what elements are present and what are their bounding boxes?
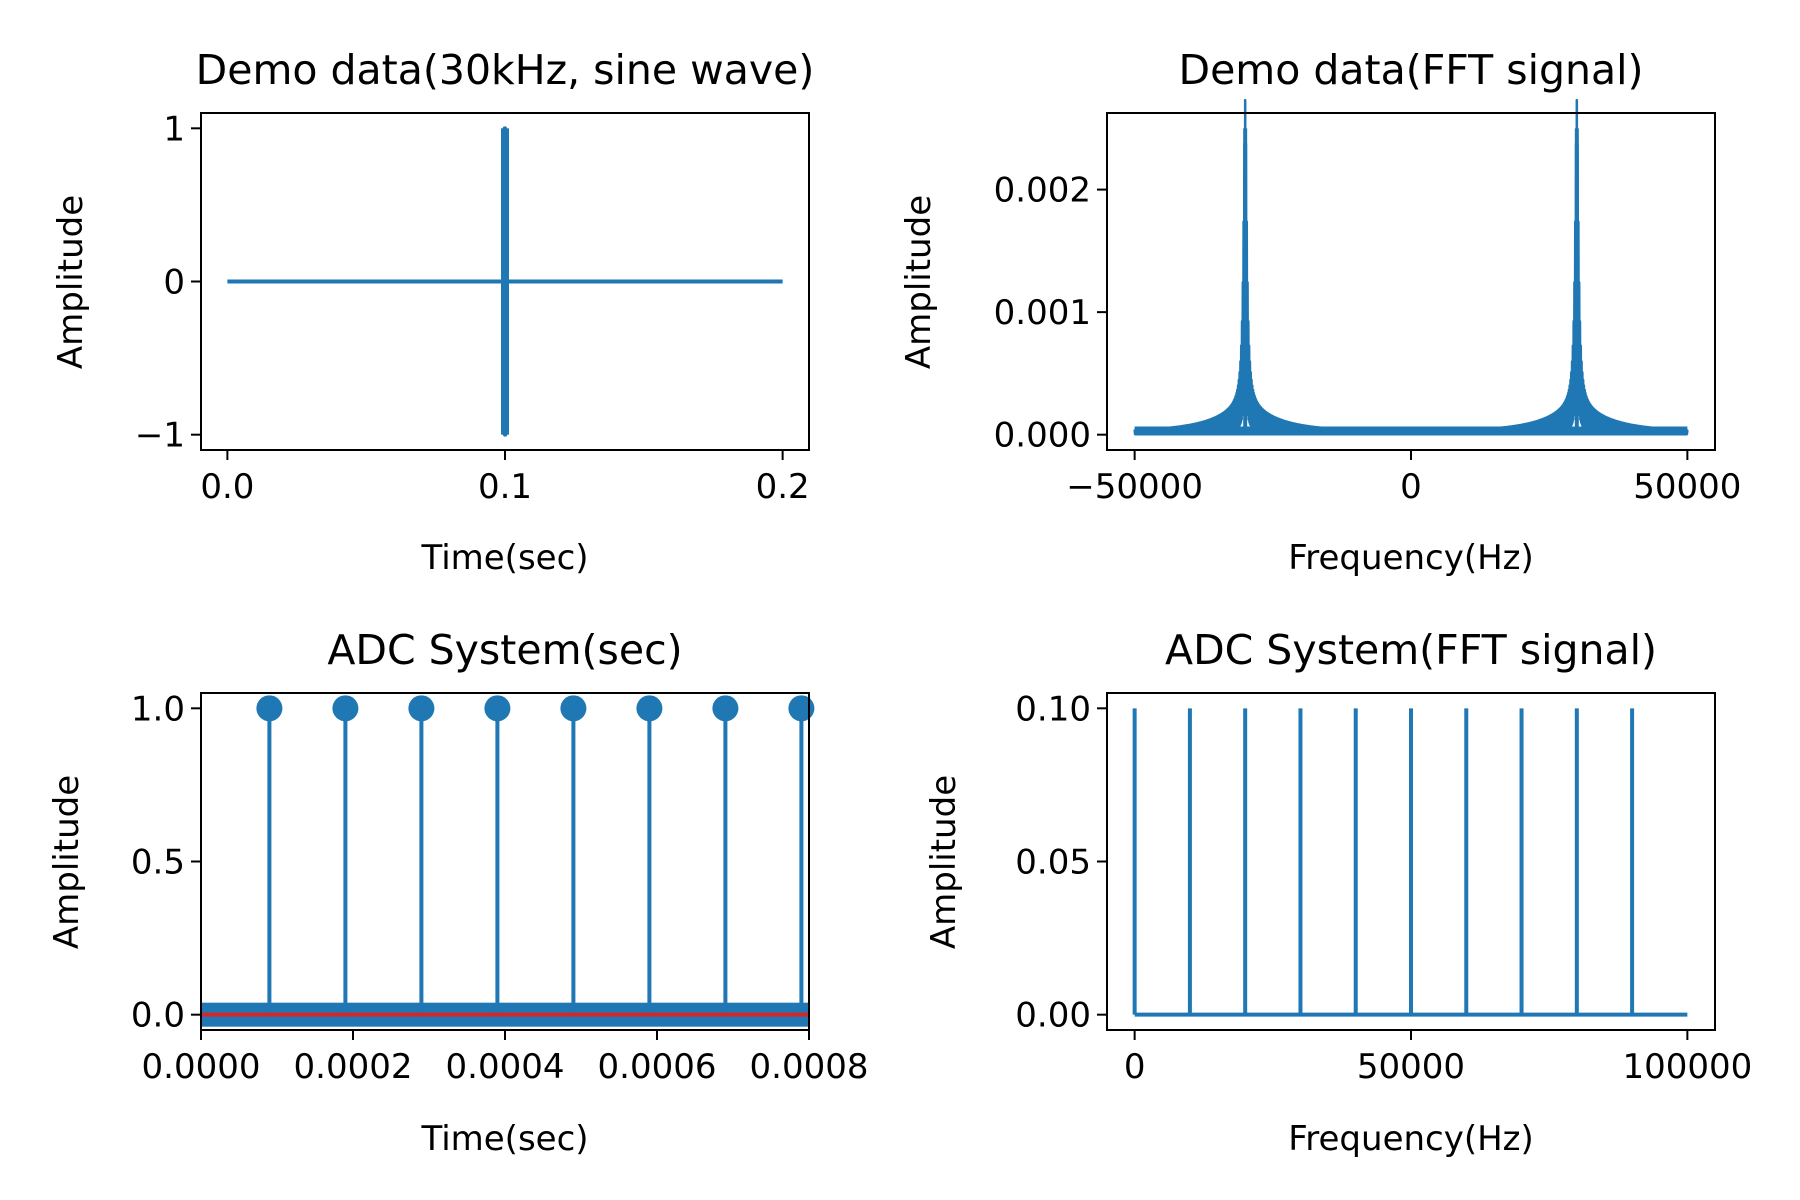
y-tick-label: 0.0 <box>131 996 185 1036</box>
x-tick-label: 0.2 <box>756 467 810 507</box>
stem-marker <box>712 695 739 722</box>
x-tick-label: 0.0 <box>200 467 254 507</box>
x-ticks: 0 50000 100000 <box>1124 1030 1752 1087</box>
y-ticks: 0.0 0.5 1.0 <box>131 689 201 1036</box>
y-ticks: 0.000 0.001 0.002 <box>994 171 1107 456</box>
y-tick-label: 0.5 <box>131 843 185 883</box>
y-tick-label: 0.001 <box>994 293 1091 333</box>
panel-demo-time: Demo data(30kHz, sine wave) 0.0 0.1 0.2 −1… <box>51 46 814 578</box>
chart-title: ADC System(sec) <box>327 626 682 674</box>
stem-marker <box>484 695 511 722</box>
x-axis-label: Time(sec) <box>420 1119 588 1159</box>
x-tick-label: 100000 <box>1622 1047 1752 1087</box>
panel-adc-fft: ADC System(FFT signal) 0 50000 100000 0.00… <box>924 626 1752 1159</box>
x-tick-label: 0.0004 <box>446 1047 565 1087</box>
x-tick-label: 50000 <box>1633 467 1741 507</box>
x-tick-label: 0.0008 <box>750 1047 869 1087</box>
x-ticks: 0.0 0.1 0.2 <box>200 450 810 507</box>
y-tick-label: 1.0 <box>131 689 185 729</box>
y-tick-label: 0.10 <box>1015 689 1091 729</box>
y-tick-label: 0.00 <box>1015 996 1091 1036</box>
plot-area <box>1133 98 1689 436</box>
x-tick-label: 0 <box>1124 1047 1146 1087</box>
y-axis-label: Amplitude <box>47 775 87 949</box>
stem-marker <box>560 695 587 722</box>
x-axis-label: Frequency(Hz) <box>1288 538 1534 578</box>
x-tick-label: 0.0006 <box>598 1047 717 1087</box>
plot-area <box>1132 708 1688 1017</box>
x-tick-label: 0 <box>1400 467 1422 507</box>
plot-area <box>201 695 815 1027</box>
chart-title: Demo data(FFT signal) <box>1179 46 1644 94</box>
y-tick-label: 1 <box>163 109 185 149</box>
signal-burst <box>501 128 509 435</box>
panel-demo-fft: Demo data(FFT signal) −50000 0 50000 0.000… <box>899 46 1741 578</box>
y-tick-label: 0.000 <box>994 416 1091 456</box>
y-ticks: −1 0 1 <box>135 109 201 456</box>
x-tick-label: 50000 <box>1357 1047 1465 1087</box>
y-ticks: 0.00 0.05 0.10 <box>1015 689 1107 1036</box>
x-axis-label: Time(sec) <box>420 538 588 578</box>
stem-marker <box>636 695 663 722</box>
x-tick-label: 0.0000 <box>142 1047 261 1087</box>
y-tick-label: 0.05 <box>1015 843 1091 883</box>
x-tick-label: 0.1 <box>478 467 532 507</box>
y-axis-label: Amplitude <box>51 195 91 369</box>
stem-marker <box>408 695 435 722</box>
stem-marker <box>256 695 283 722</box>
x-ticks: −50000 0 50000 <box>1066 450 1741 507</box>
stem-marker <box>788 695 815 722</box>
x-axis-label: Frequency(Hz) <box>1288 1119 1534 1159</box>
y-tick-label: 0 <box>163 263 185 303</box>
x-tick-label: −50000 <box>1066 467 1203 507</box>
y-tick-label: 0.002 <box>994 171 1091 211</box>
y-axis-label: Amplitude <box>899 195 939 369</box>
chart-title: ADC System(FFT signal) <box>1165 626 1657 674</box>
stem-marker <box>332 695 359 722</box>
y-tick-label: −1 <box>135 416 185 456</box>
plot-area <box>227 126 783 437</box>
x-ticks: 0.0000 0.0002 0.0004 0.0006 0.0008 <box>142 1030 869 1087</box>
panel-adc-time: ADC System(sec) 0.0000 0.0002 0.0004 0.0006… <box>47 626 868 1159</box>
chart-title: Demo data(30kHz, sine wave) <box>196 46 815 94</box>
x-tick-label: 0.0002 <box>294 1047 413 1087</box>
y-axis-label: Amplitude <box>924 775 964 949</box>
